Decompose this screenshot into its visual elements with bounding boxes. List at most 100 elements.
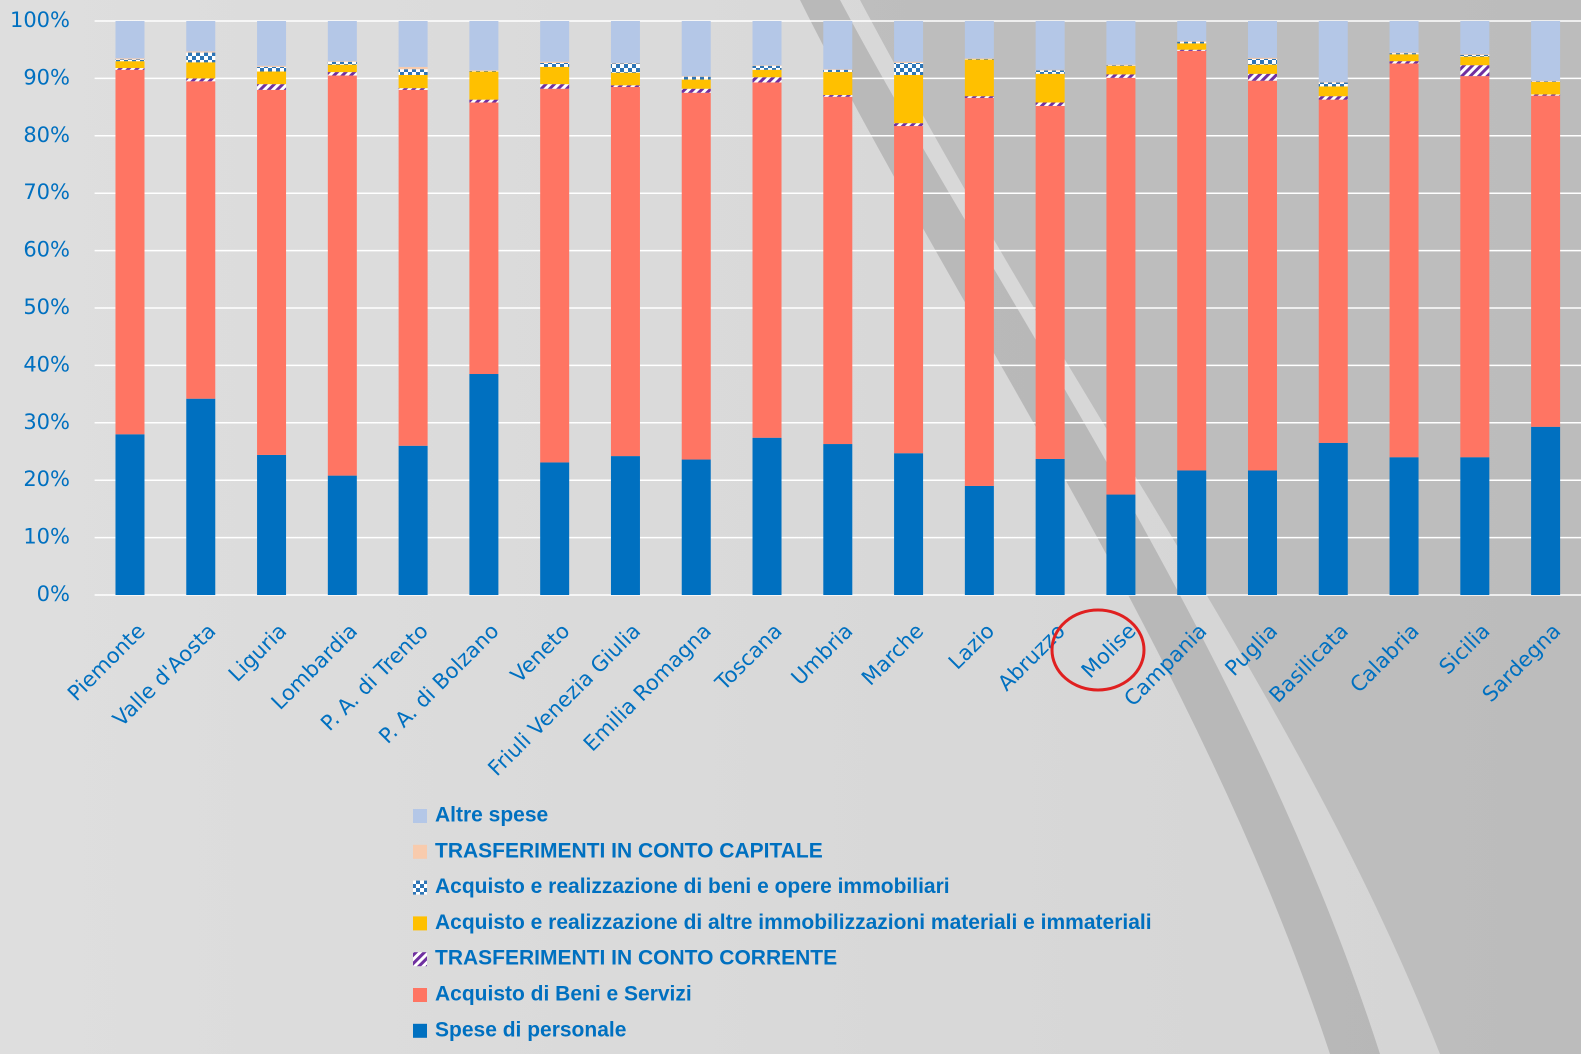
bar-segment [257, 89, 287, 455]
legend-label: Spese di personale [435, 1018, 626, 1041]
bar-segment [752, 437, 782, 595]
bar-segment [1318, 82, 1348, 87]
bar-segment [752, 65, 782, 70]
bar-segment [752, 77, 782, 83]
bar-segment [1460, 56, 1490, 66]
bar-segment [1460, 457, 1490, 595]
bar-segment [115, 434, 145, 595]
bar-segment [398, 445, 428, 595]
bar-segment [1460, 76, 1490, 458]
bar-segment [894, 126, 924, 454]
bar-segment [1177, 49, 1207, 51]
bar-segment [964, 96, 994, 98]
bar-segment [681, 88, 711, 93]
bar-segment [398, 74, 428, 89]
bar-segment [610, 85, 640, 88]
bar-segment [1247, 58, 1277, 65]
bar-segment [894, 123, 924, 127]
bar-segment [1035, 73, 1065, 103]
bar-segment [115, 61, 145, 69]
bar-segment [964, 485, 994, 595]
bar-segment [964, 97, 994, 486]
y-tick-label: 0% [37, 582, 70, 606]
bar-segment [257, 84, 287, 90]
bar-segment [823, 96, 853, 445]
bar-segment [681, 459, 711, 595]
bar-segment [894, 61, 924, 63]
bar-segment [1531, 426, 1561, 595]
bar-segment [823, 69, 853, 73]
bar-segment [186, 81, 216, 399]
bar-segment [186, 398, 216, 595]
bar-segment [1460, 54, 1490, 55]
bar-segment [1106, 77, 1136, 495]
bar-segment [1389, 21, 1419, 53]
bar-segment [398, 89, 428, 446]
bar-segment [1460, 54, 1490, 57]
bar-segment [469, 70, 499, 71]
bar-segment [610, 21, 640, 63]
bar-segment [1177, 41, 1207, 42]
y-tick-label: 40% [23, 352, 70, 376]
bar-segment [681, 92, 711, 460]
y-tick-label: 70% [23, 180, 70, 204]
bar-segment [257, 454, 287, 595]
bar-segment [1035, 69, 1065, 71]
bar-segment [1035, 458, 1065, 595]
legend-label: Acquisto e realizzazione di altre immobi… [435, 911, 1152, 934]
bar-segment [823, 21, 853, 70]
bar-segment [1247, 21, 1277, 58]
bar-segment [540, 462, 570, 595]
y-tick-label: 100% [10, 8, 70, 32]
bar-segment [964, 59, 994, 97]
bar-segment [1318, 81, 1348, 83]
bar-segment [469, 374, 499, 595]
bar-segment [1106, 74, 1136, 78]
bar-segment [1389, 61, 1419, 64]
bar-segment [469, 21, 499, 71]
bar-segment [540, 21, 570, 62]
bar-segment [1318, 442, 1348, 595]
bar-segment [1035, 21, 1065, 70]
legend-label: Acquisto di Beni e Servizi [435, 983, 692, 1006]
bar-segment [115, 21, 145, 59]
bar-segment [398, 88, 428, 90]
bar-segment [1177, 21, 1207, 42]
bar-segment [964, 21, 994, 59]
bar-segment [469, 70, 499, 72]
bar-segment [540, 66, 570, 85]
bar-segment [1106, 65, 1136, 75]
y-tick-label: 10% [23, 525, 70, 549]
bar-segment [1318, 99, 1348, 443]
bar-segment [257, 71, 287, 85]
bar-segment [540, 84, 570, 89]
bar-segment [1035, 105, 1065, 459]
bar-segment [1389, 54, 1419, 62]
bar-segment [1318, 21, 1348, 82]
bar-segment [1177, 41, 1207, 44]
legend-swatch [413, 880, 427, 895]
bar-segment [540, 61, 570, 63]
bar-segment [823, 72, 853, 96]
bar-segment [823, 444, 853, 595]
bar-segment [327, 61, 357, 62]
bar-segment [1531, 80, 1561, 82]
bar-segment [1389, 457, 1419, 595]
y-tick-label: 80% [23, 123, 70, 147]
bar-segment [1531, 95, 1561, 427]
bar-segment [327, 21, 357, 62]
bar-segment [1247, 73, 1277, 81]
bar-segment [186, 52, 216, 63]
bar-segment [1106, 494, 1136, 595]
bar-segment [681, 76, 711, 77]
bar-segment [327, 61, 357, 65]
bar-segment [327, 75, 357, 476]
bar-segment [1177, 50, 1207, 471]
legend-swatch [413, 809, 427, 823]
bar-segment [469, 71, 499, 100]
bar-segment [1247, 470, 1277, 595]
bar-segment [1106, 21, 1136, 65]
bar-segment [327, 72, 357, 76]
highlight-circle [1050, 608, 1146, 692]
